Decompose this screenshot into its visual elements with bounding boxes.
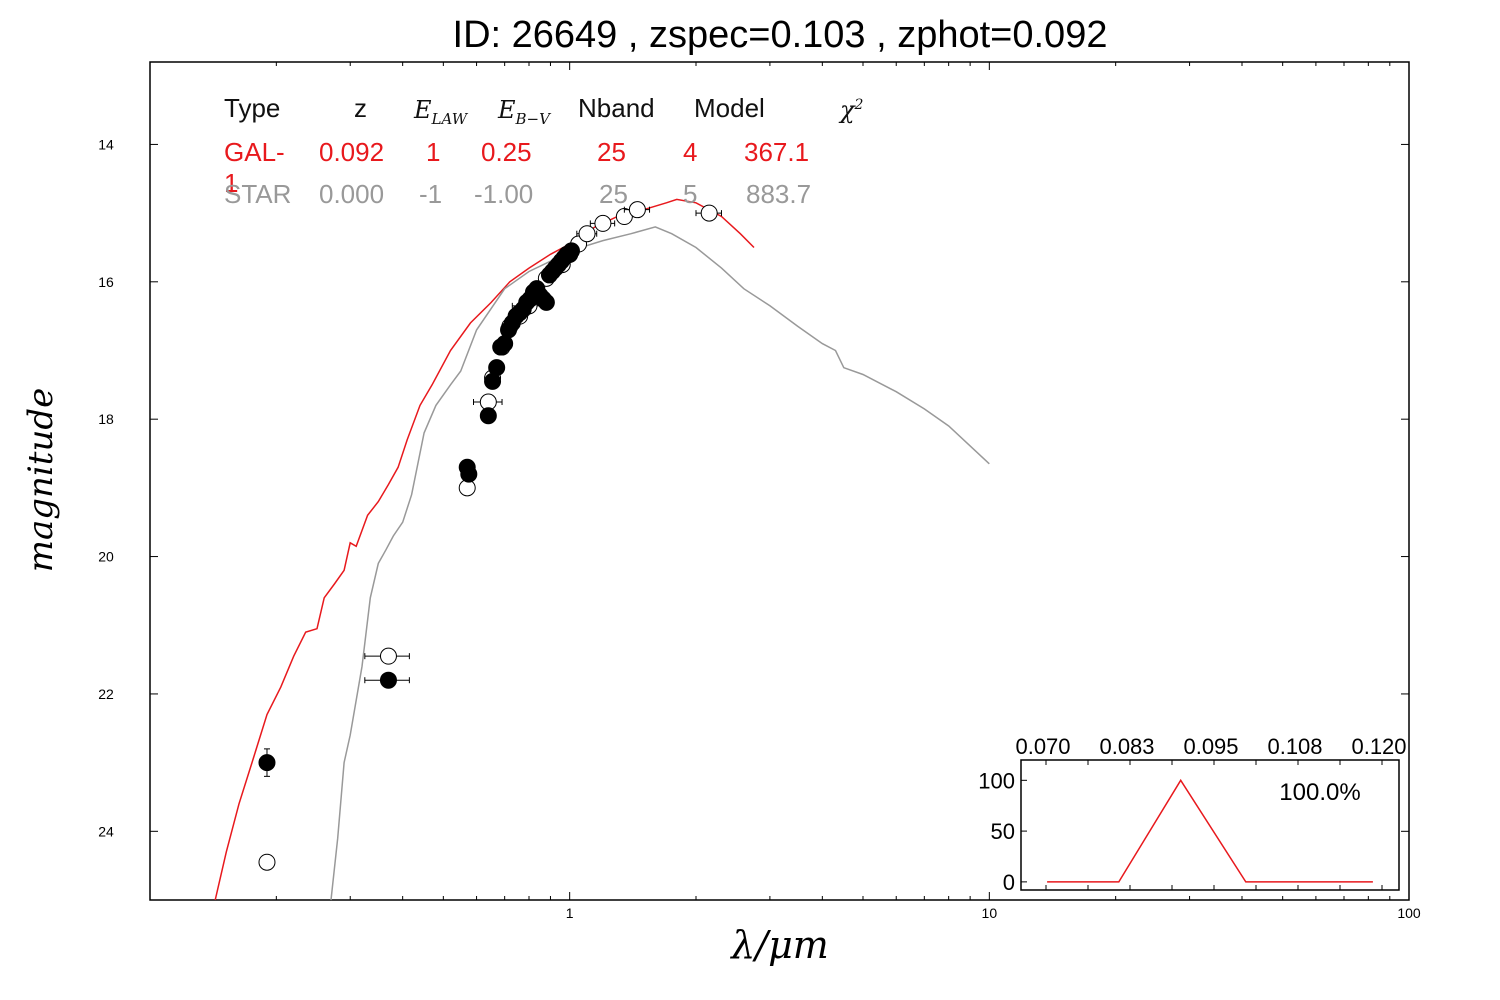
model-point (258, 853, 276, 871)
inset-y-tick-label: 50 (991, 819, 1015, 844)
inset-x-tick-label: 0.108 (1267, 734, 1322, 759)
gal-chi2: 367.1 (744, 137, 810, 167)
star-type: STAR (224, 179, 292, 209)
table-header: Type z ELAW EB−V Nband Model χ2 (0, 0, 1500, 140)
gal-e-bv: 0.25 (481, 137, 532, 167)
x-tick-label: 100 (1397, 905, 1421, 921)
star-model: 5 (683, 179, 698, 209)
star-chi2: 883.7 (746, 179, 812, 209)
y-tick-label: 16 (98, 274, 114, 290)
star-nband: 25 (599, 179, 628, 209)
chart-title: ID: 26649 , zspec=0.103 , zphot=0.092 (452, 14, 1108, 56)
gal-e-law: 1 (426, 137, 441, 167)
inset-x-tick-label: 0.070 (1015, 734, 1070, 759)
y-tick-label: 18 (98, 411, 114, 427)
gal-type: GAL-1 (224, 137, 285, 198)
gal-z: 0.092 (319, 137, 385, 167)
y-tick-label: 20 (98, 549, 114, 565)
observed-point (379, 671, 397, 689)
inset-x-tick-label: 0.095 (1183, 734, 1238, 759)
header-model: Model (694, 93, 765, 123)
star-e-bv: -1.00 (474, 179, 534, 209)
main-points (258, 201, 722, 871)
header-type: Type (224, 93, 281, 123)
y-axis-label: magnitude (21, 388, 61, 573)
inset-annotation: 100.0% (1279, 779, 1360, 806)
header-chi2: χ2 (840, 96, 864, 124)
y-tick-label: 22 (98, 686, 114, 702)
model-point (700, 204, 718, 222)
gal-nband: 25 (597, 137, 626, 167)
model-point (379, 647, 397, 665)
observed-point (488, 359, 506, 377)
observed-point (460, 465, 478, 483)
header-nband: Nband (578, 93, 655, 123)
x-axis-label: λ/μm (729, 923, 829, 967)
inset-series-line (1047, 778, 1373, 883)
observed-point (537, 293, 555, 311)
gal-model: 4 (683, 137, 698, 167)
y-tick-label: 14 (98, 136, 114, 152)
star-e-law: -1 (419, 179, 443, 209)
observed-point (258, 754, 276, 772)
inset-x-tick-label: 0.120 (1351, 734, 1406, 759)
inset-series (1047, 778, 1373, 883)
series-line-gal-1 (214, 198, 755, 901)
model-point (594, 214, 612, 232)
x-tick-label: 10 (982, 905, 998, 921)
observed-point (562, 242, 580, 260)
observed-point (479, 407, 497, 425)
model-point (628, 201, 646, 219)
inset-y-tick-label: 0 (1003, 870, 1015, 895)
inset-y-tick-label: 100 (978, 768, 1015, 793)
inset-ticks: 0.070 0.083 0.095 0.108 0.120 0 50 100 (978, 734, 1406, 895)
plot-frame (149, 61, 1410, 901)
header-e-law: ELAW (414, 96, 468, 128)
y-tick-label: 24 (98, 823, 114, 839)
model-point (578, 225, 596, 243)
series-line-star (330, 226, 990, 901)
main-series (214, 198, 990, 901)
star-z: 0.000 (319, 179, 385, 209)
x-tick-label: 1 (566, 905, 574, 921)
header-z: z (354, 93, 367, 123)
inset-x-tick-label: 0.083 (1099, 734, 1154, 759)
header-e-bv: EB−V (498, 96, 550, 128)
